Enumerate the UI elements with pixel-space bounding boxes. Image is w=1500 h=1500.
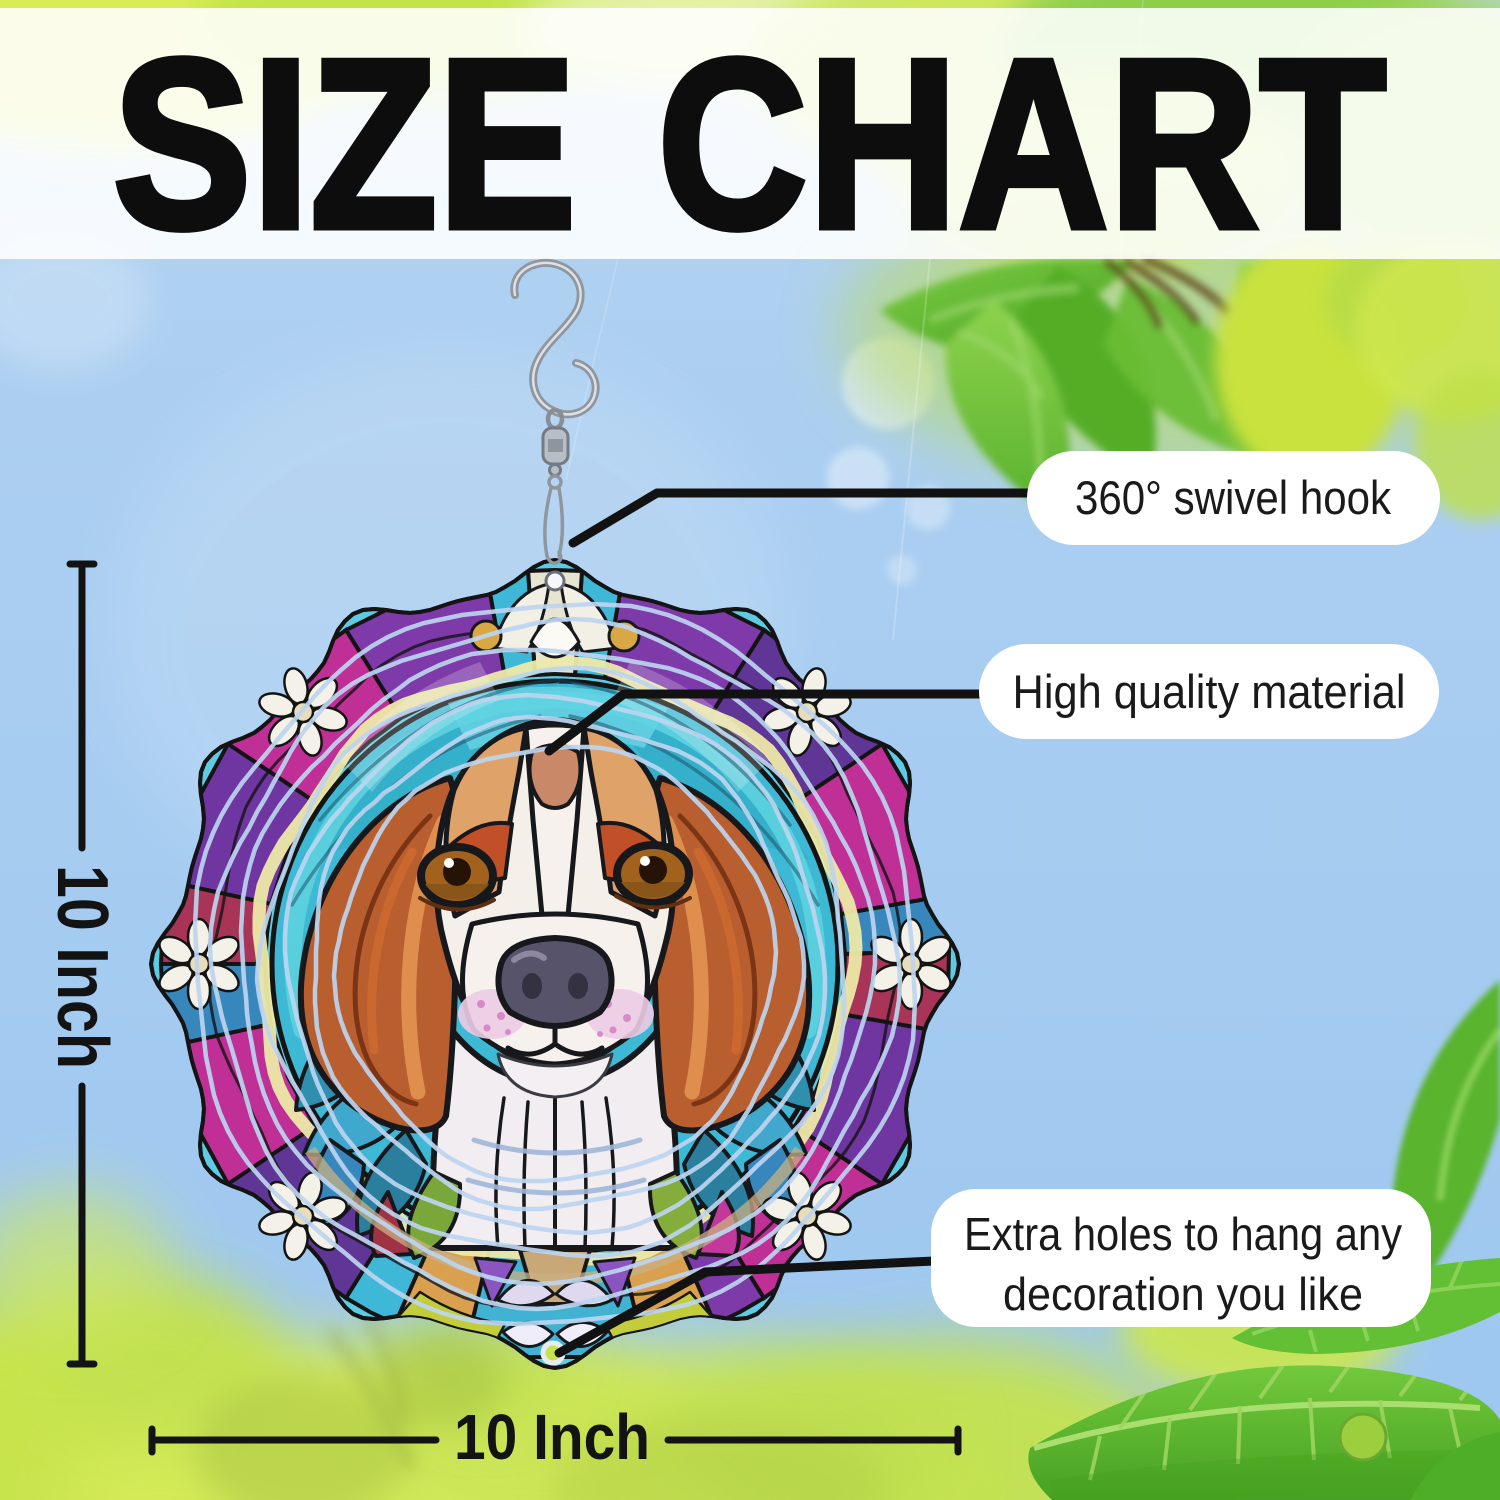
- svg-text:10 Inch: 10 Inch: [454, 1401, 650, 1473]
- svg-text:10 Inch: 10 Inch: [42, 865, 122, 1069]
- svg-text:SIZE CHART: SIZE CHART: [113, 10, 1387, 279]
- svg-text:360° swivel hook: 360° swivel hook: [1075, 471, 1391, 524]
- svg-text:Extra holes to hang any: Extra holes to hang any: [964, 1208, 1402, 1260]
- svg-text:High quality material: High quality material: [1013, 665, 1406, 718]
- svg-text:decoration you like: decoration you like: [1003, 1268, 1363, 1320]
